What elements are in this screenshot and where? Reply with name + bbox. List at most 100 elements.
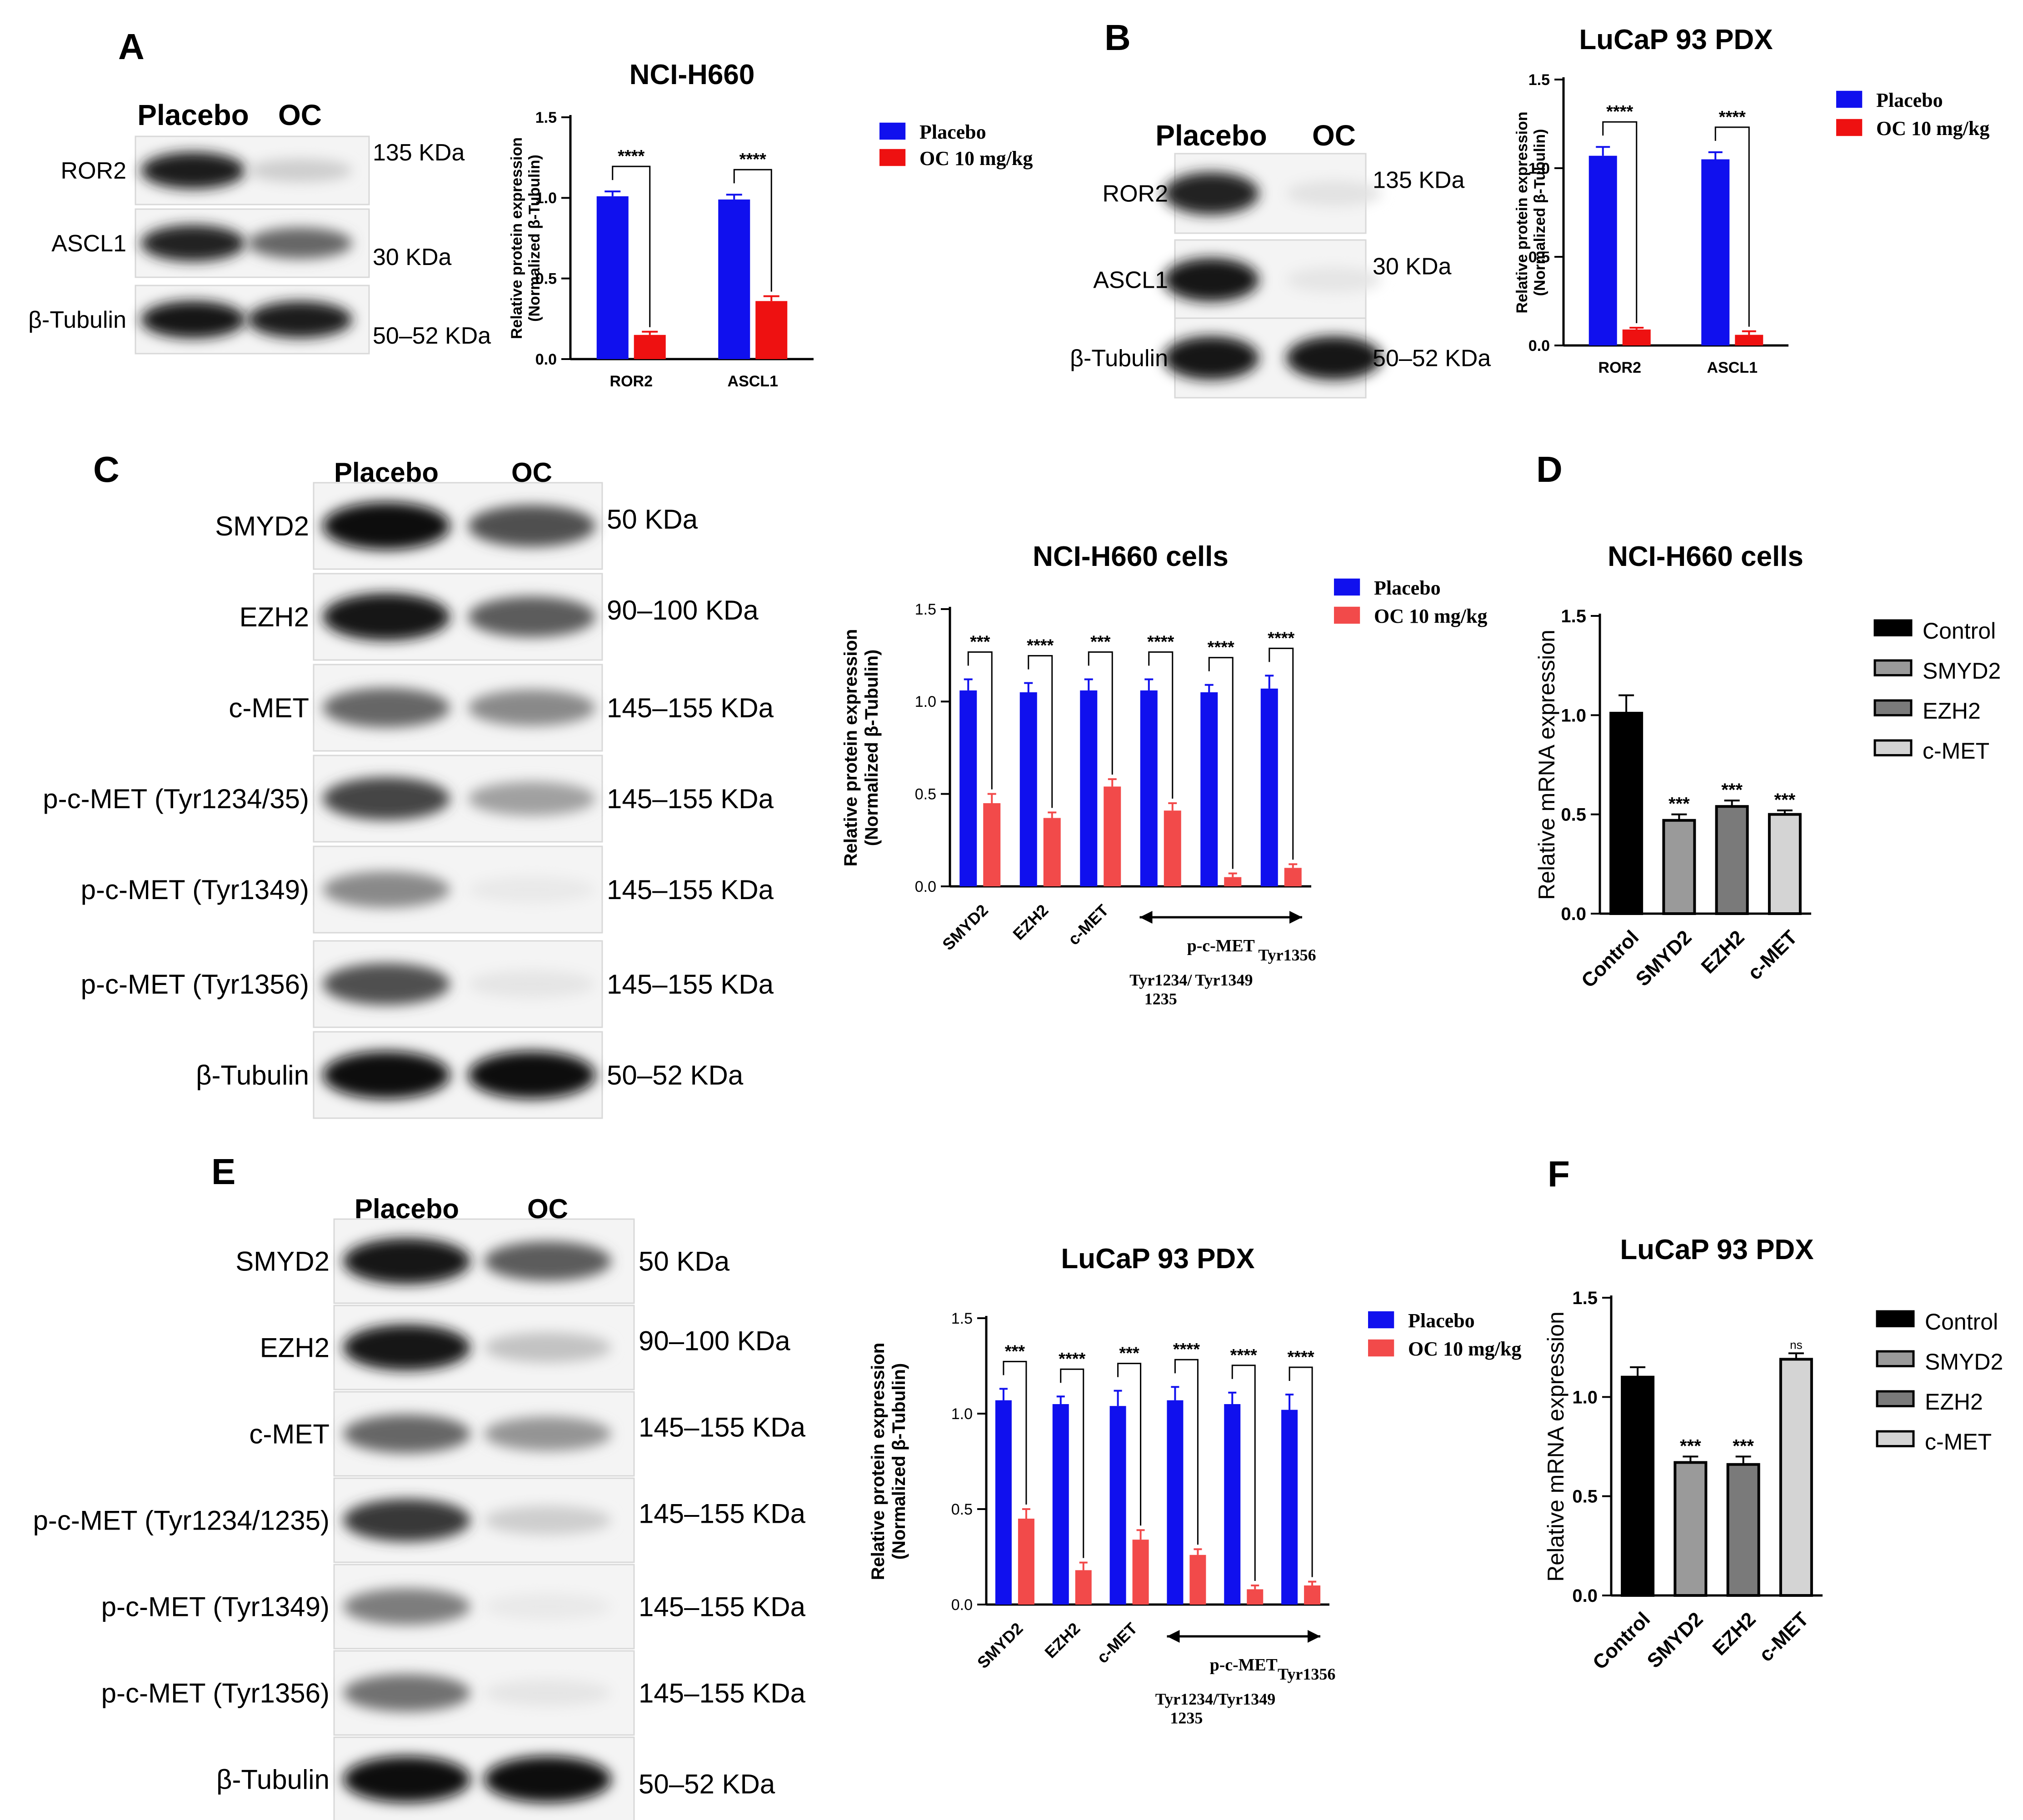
molecular-weight-label: 145–155 KDa bbox=[639, 1592, 806, 1622]
bar-placebo bbox=[1080, 690, 1098, 886]
band-oc bbox=[248, 227, 352, 259]
significance-bracket bbox=[1148, 651, 1174, 799]
bar-oc bbox=[755, 301, 788, 359]
protein-label: p-c-MET (Tyr1234/35) bbox=[43, 784, 309, 814]
bar-placebo bbox=[1019, 692, 1037, 886]
significance-bracket bbox=[1208, 657, 1234, 869]
x-category-label: EZH2 bbox=[1041, 1619, 1084, 1662]
lane-label-placebo: Placebo bbox=[1155, 119, 1267, 152]
legend-swatch bbox=[1876, 1350, 1915, 1367]
bar-oc bbox=[1224, 877, 1242, 886]
chart-A: NCI-H660 0.0 0.5 1.0 1.5 Relative protein exp… bbox=[508, 59, 1033, 390]
significance-bracket bbox=[1289, 1366, 1313, 1577]
band-oc bbox=[484, 1679, 611, 1707]
legend-label: EZH2 bbox=[1923, 698, 1981, 724]
group-sub-label: 1235 bbox=[1170, 1709, 1203, 1727]
bar-control bbox=[1621, 1375, 1655, 1597]
protein-label: SMYD2 bbox=[215, 511, 309, 541]
y-axis-label: Relative protein expression bbox=[508, 137, 525, 339]
band-placebo bbox=[343, 1238, 470, 1285]
protein-label: c-MET bbox=[229, 693, 309, 723]
x-category-label: Control bbox=[1577, 926, 1643, 992]
significance-label: *** bbox=[1680, 1436, 1701, 1456]
legend-label: Placebo bbox=[1374, 577, 1441, 599]
y-tick-label: 1.0 bbox=[1572, 1387, 1598, 1407]
x-category-label: SMYD2 bbox=[974, 1619, 1027, 1672]
bar-placebo bbox=[995, 1400, 1012, 1605]
bar-oc bbox=[1622, 329, 1651, 345]
x-category-label: ASCL1 bbox=[1707, 359, 1758, 376]
molecular-weight-label: 50–52 KDa bbox=[639, 1769, 775, 1800]
significance-label: **** bbox=[1208, 638, 1234, 657]
y-axis-label: (Normalized β-Tubulin) bbox=[862, 650, 882, 846]
molecular-weight-label: 135 KDa bbox=[373, 140, 465, 166]
chart-E: LuCaP 93 PDX 0.0 0.5 1.0 1.5 Relative protein… bbox=[868, 1243, 1521, 1727]
significance-bracket bbox=[1003, 1360, 1027, 1505]
y-axis-label: Relative protein expression bbox=[1514, 111, 1531, 313]
band-oc bbox=[248, 159, 352, 182]
significance-label: *** bbox=[1090, 633, 1111, 652]
molecular-weight-label: 50 KDa bbox=[639, 1246, 730, 1277]
molecular-weight-label: 50–52 KDa bbox=[373, 323, 491, 349]
group-sub-label: Tyr1234/ bbox=[1155, 1690, 1218, 1708]
bar-placebo bbox=[1701, 159, 1730, 345]
band-oc bbox=[1286, 336, 1382, 380]
significance-label: *** bbox=[1668, 794, 1690, 814]
bar-placebo bbox=[1167, 1400, 1184, 1605]
significance-bracket bbox=[1117, 1363, 1142, 1526]
protein-label: p-c-MET (Tyr1349) bbox=[101, 1592, 330, 1622]
group-arrow-head-left bbox=[1167, 1630, 1180, 1643]
legend-swatch bbox=[1334, 606, 1360, 624]
chart-title: NCI-H660 cells bbox=[1033, 541, 1229, 572]
band-placebo bbox=[343, 1499, 470, 1542]
legend-swatch bbox=[1873, 739, 1913, 756]
y-tick-label: 0.0 bbox=[1572, 1586, 1598, 1606]
legend-label: OC 10 mg/kg bbox=[919, 147, 1033, 170]
x-category-label: EZH2 bbox=[1009, 901, 1052, 944]
bar-placebo bbox=[1109, 1406, 1126, 1605]
significance-bracket bbox=[1060, 1368, 1084, 1558]
group-arrow-head-left bbox=[1139, 911, 1153, 924]
significance-label: **** bbox=[1719, 108, 1746, 127]
molecular-weight-label: 50–52 KDa bbox=[1373, 345, 1491, 372]
significance-bracket bbox=[967, 651, 993, 790]
y-tick-label: 1.0 bbox=[535, 190, 557, 207]
legend-label: c-MET bbox=[1925, 1429, 1992, 1455]
bar-placebo bbox=[1260, 688, 1278, 886]
chart-title: NCI-H660 bbox=[629, 59, 755, 90]
y-axis-label: (Normalized β-Tubulin) bbox=[526, 155, 543, 322]
y-axis-label: Relative mRNA expression bbox=[1534, 630, 1559, 900]
bar-oc bbox=[1164, 810, 1181, 886]
band-placebo bbox=[323, 688, 450, 728]
legend-label: Placebo bbox=[1408, 1310, 1475, 1332]
legend-swatch bbox=[1876, 1310, 1915, 1327]
group-sub-label: Tyr1234/ bbox=[1129, 971, 1192, 989]
blot-panel-B: Placebo OC ROR2 135 KDa ASCL1 30 KDa β-Tubulin… bbox=[1070, 119, 1491, 399]
legend-swatch bbox=[879, 149, 906, 166]
x-category-label: Control bbox=[1588, 1608, 1654, 1674]
bar-oc bbox=[1735, 335, 1763, 345]
significance-bracket bbox=[1602, 121, 1638, 323]
y-tick-label: 1.5 bbox=[1528, 71, 1550, 89]
legend-label: Placebo bbox=[919, 121, 986, 143]
group-arrow-head-right bbox=[1289, 911, 1302, 924]
molecular-weight-label: 145–155 KDa bbox=[639, 1412, 806, 1443]
significance-label: *** bbox=[1774, 790, 1796, 810]
y-tick-label: 1.5 bbox=[535, 109, 557, 126]
molecular-weight-label: 30 KDa bbox=[373, 244, 452, 270]
band-placebo bbox=[1164, 258, 1259, 302]
panel-letter-D: D bbox=[1536, 449, 1563, 490]
x-category-label: ROR2 bbox=[1598, 359, 1641, 376]
significance-label: **** bbox=[1027, 636, 1054, 655]
legend-swatch bbox=[879, 122, 906, 140]
band-placebo bbox=[141, 300, 245, 339]
molecular-weight-label: 50 KDa bbox=[607, 504, 698, 535]
legend-swatch bbox=[1368, 1339, 1394, 1357]
bar-oc bbox=[1304, 1585, 1321, 1605]
group-label: p-c-MET bbox=[1210, 1655, 1278, 1675]
band-oc bbox=[484, 1593, 611, 1620]
molecular-weight-label: 145–155 KDa bbox=[639, 1678, 806, 1709]
legend-label: Control bbox=[1925, 1309, 1998, 1335]
significance-label: *** bbox=[1119, 1344, 1139, 1363]
